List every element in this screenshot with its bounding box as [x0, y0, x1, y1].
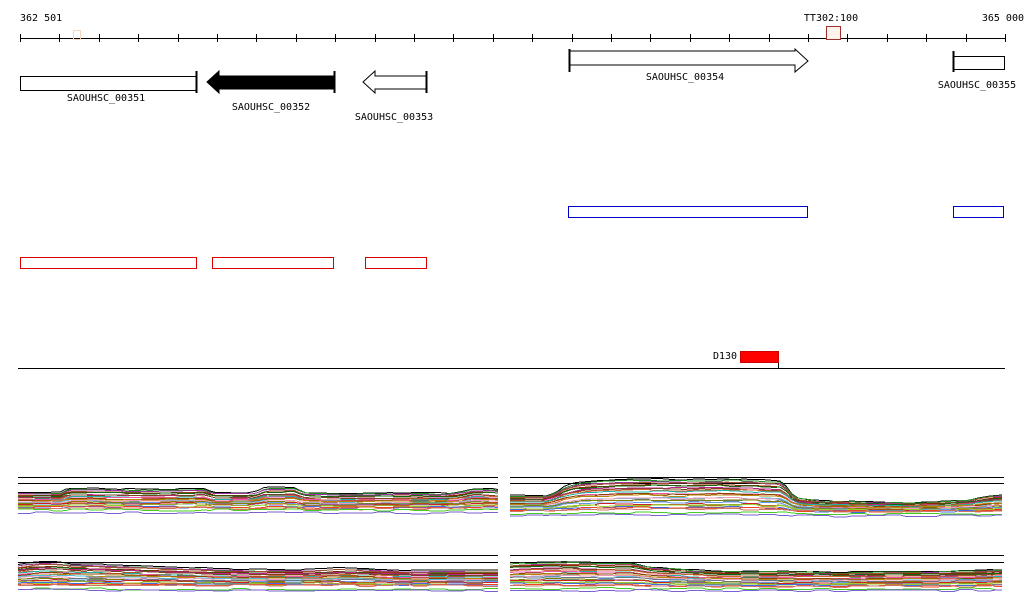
red-annotation-box[interactable] [365, 257, 427, 269]
gene-label-saouhsc-00351: SAOUHSC_00351 [66, 93, 146, 104]
coverage-trace [18, 511, 498, 515]
coverage-trace [18, 567, 498, 576]
gene-label-saouhsc-00354: SAOUHSC_00354 [645, 72, 725, 83]
red-annotation-box[interactable] [20, 257, 197, 269]
ruler-start-label: 362 501 [20, 13, 63, 24]
blue-annotation-box[interactable] [568, 206, 808, 218]
red-annotation-box[interactable] [212, 257, 334, 269]
ruler-end-label: 365 000 [981, 13, 1024, 24]
gene-shape-saouhsc_00355[interactable] [953, 56, 1005, 70]
coverage-trace [18, 493, 498, 500]
coverage-trace [510, 478, 1003, 504]
d-marker-box[interactable] [740, 351, 779, 363]
gene-shape-saouhsc_00353[interactable] [362, 69, 427, 95]
coverage-trace [510, 508, 1002, 513]
coverage-trace [18, 495, 498, 502]
faded-marker-box[interactable] [73, 30, 81, 40]
coverage-trace [510, 488, 1003, 507]
coverage-trace [18, 491, 498, 498]
coverage-trace [18, 572, 498, 580]
gene-shape-saouhsc_00352[interactable] [206, 69, 335, 95]
coverage-trace [510, 511, 1002, 516]
coverage-trace [510, 504, 1002, 512]
coverage-trace [510, 584, 1002, 588]
coverage-trace [18, 501, 498, 506]
coverage-trace [510, 484, 1002, 505]
coverage-trace [510, 576, 1002, 583]
coverage-trace [510, 560, 1002, 573]
coverage-trace [510, 574, 1003, 582]
coverage-trace [510, 513, 1002, 518]
d-marker-tick [778, 363, 779, 368]
ruler-marker-label: TT302:100 [803, 13, 859, 24]
coverage-trace [510, 589, 1002, 592]
gene-shape-saouhsc_00351[interactable] [20, 76, 197, 91]
coverage-trace [510, 587, 1002, 591]
coverage-plot-half[interactable] [510, 548, 1004, 598]
coverage-plot-half[interactable] [18, 470, 498, 520]
coverage-trace [18, 588, 498, 592]
gene-shape-saouhsc_00354[interactable] [568, 47, 809, 74]
coverage-trace [510, 581, 1002, 586]
coverage-trace [510, 565, 1003, 576]
coverage-trace [510, 569, 1002, 579]
coverage-trace [18, 486, 498, 495]
coverage-trace [18, 489, 498, 496]
coverage-plot-half[interactable] [510, 470, 1004, 520]
blue-annotation-box[interactable] [953, 206, 1004, 218]
coverage-plot-half[interactable] [18, 548, 498, 598]
d-marker-label: D130 [713, 351, 738, 362]
coverage-trace [18, 583, 498, 587]
gene-label-saouhsc-00353: SAOUHSC_00353 [354, 112, 434, 123]
coverage-trace [18, 568, 498, 577]
coverage-trace [510, 561, 1002, 574]
coverage-trace [18, 508, 498, 512]
coverage-trace [510, 581, 1002, 587]
coverage-trace [510, 499, 1002, 511]
d-track-baseline [18, 368, 1005, 369]
coverage-trace [18, 564, 498, 574]
coverage-trace [510, 494, 1003, 508]
gene-label-saouhsc-00355: SAOUHSC_00355 [937, 80, 1017, 91]
gene-label-saouhsc-00352: SAOUHSC_00352 [231, 102, 311, 113]
coverage-trace [18, 561, 498, 571]
coverage-trace [18, 505, 498, 510]
ruler-marker-box[interactable] [826, 26, 841, 40]
coverage-trace [18, 499, 498, 504]
